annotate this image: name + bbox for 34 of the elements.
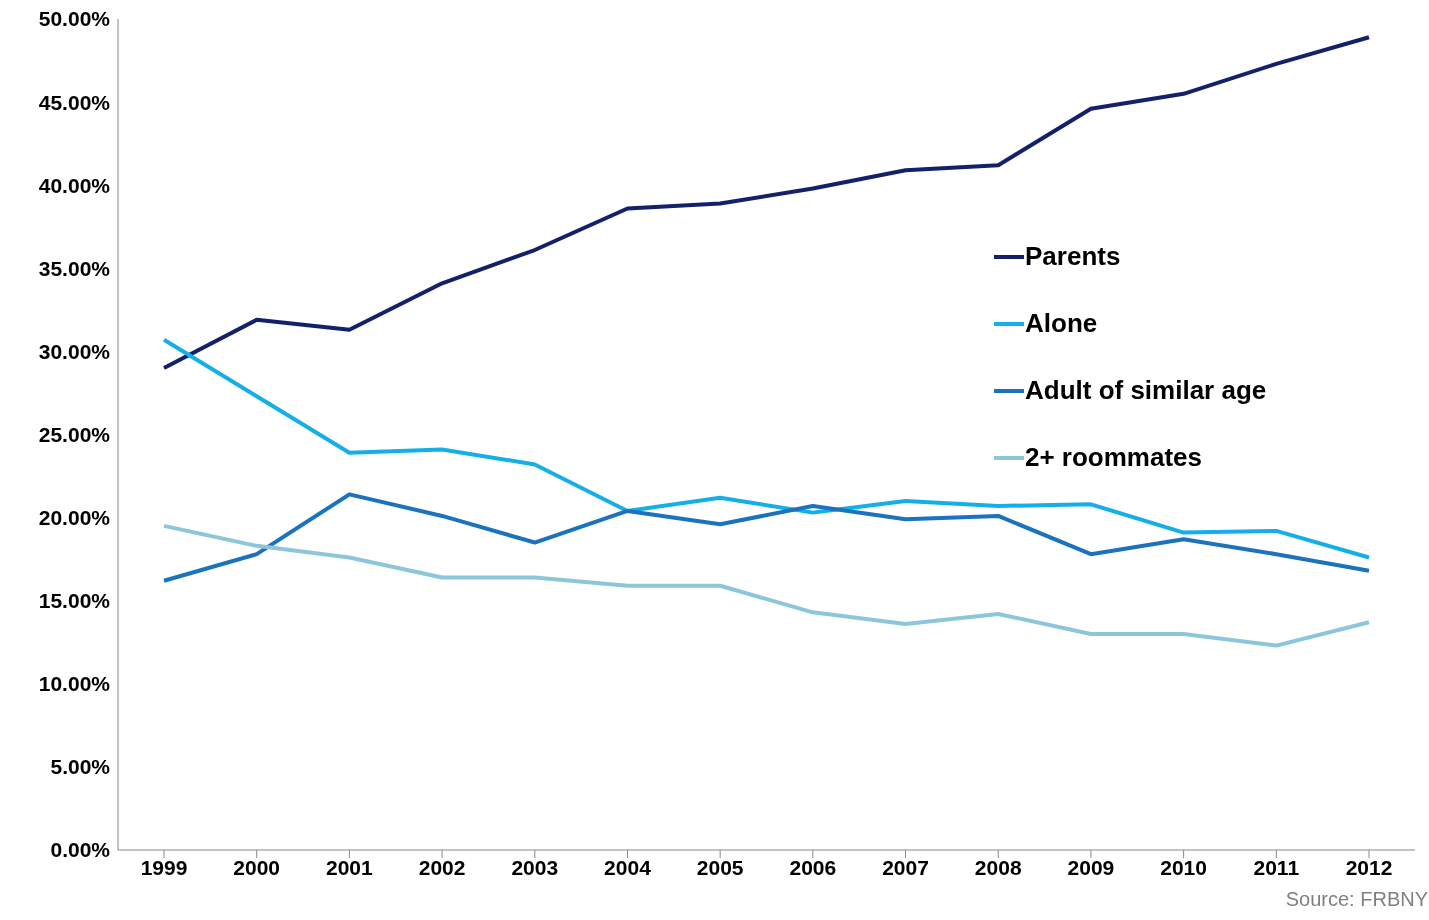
x-tick-label: 2008	[974, 855, 1022, 879]
y-tick-label: 20.00%	[38, 506, 111, 530]
source-note: Source: FRBNY	[1285, 888, 1428, 911]
y-tick-label: 10.00%	[38, 672, 111, 696]
x-tick-label: 2007	[882, 855, 929, 879]
x-tick-label: 2006	[789, 855, 837, 879]
legend-label: 2+ roommates	[1025, 442, 1203, 473]
x-tick-label: 2003	[511, 855, 559, 879]
x-tick-label: 2001	[326, 855, 374, 879]
y-tick-label: 0.00%	[50, 838, 111, 862]
x-tick-label: 2009	[1067, 855, 1115, 879]
x-tick-label: 2012	[1345, 855, 1393, 879]
x-tick-label: 2005	[696, 855, 744, 879]
y-tick-label: 15.00%	[38, 589, 111, 613]
line-series	[162, 337, 1371, 560]
y-tick-label: 40.00%	[38, 173, 111, 197]
line-series	[162, 492, 1371, 583]
y-tick-label: 30.00%	[38, 339, 111, 363]
legend-label: Parents	[1025, 241, 1121, 272]
x-tick-label: 2004	[604, 855, 652, 879]
line-series	[162, 35, 1371, 371]
x-tick-label: 2010	[1160, 855, 1207, 879]
y-tick-label: 35.00%	[38, 256, 111, 280]
y-tick-label: 5.00%	[50, 755, 111, 779]
legend-label: Adult of similar age	[1025, 375, 1267, 406]
y-tick-label: 50.00%	[38, 7, 111, 31]
line-series	[162, 523, 1371, 648]
y-tick-label: 25.00%	[38, 422, 111, 446]
legend-label: Alone	[1025, 308, 1098, 339]
x-tick-label: 2000	[233, 855, 281, 879]
x-tick-label: 1999	[140, 855, 188, 879]
y-tick-label: 45.00%	[38, 90, 111, 114]
x-tick-label: 2011	[1253, 855, 1300, 879]
x-tick-label: 2002	[418, 855, 466, 879]
